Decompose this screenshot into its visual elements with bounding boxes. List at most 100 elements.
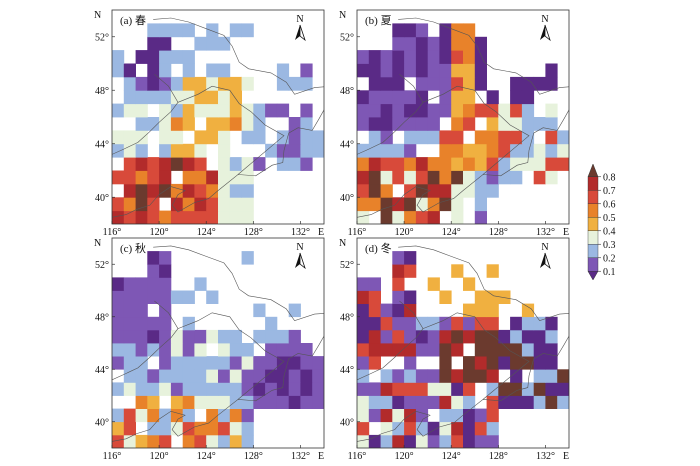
grid-cell: [218, 76, 231, 91]
grid-cell: [392, 36, 405, 51]
grid-cell: [368, 343, 381, 357]
grid-cell: [241, 434, 254, 448]
grid-cell: [439, 369, 452, 383]
grid-cell: [123, 130, 136, 145]
grid-cell: [218, 170, 231, 185]
grid-cell: [415, 369, 429, 383]
lon-tick-label: 120°: [150, 451, 169, 462]
grid-cell: [545, 329, 558, 344]
lon-tick-label: 128°: [244, 227, 263, 238]
grid-cell: [276, 343, 290, 357]
grid-cell: [159, 76, 172, 91]
grid-cell: [229, 329, 242, 344]
grid-cell: [463, 63, 476, 78]
grid-cell: [229, 382, 242, 396]
grid-cell: [112, 277, 125, 291]
grid-cell: [521, 143, 535, 158]
grid-cell: [300, 130, 313, 145]
grid-cell: [463, 143, 476, 158]
grid-cell: [392, 63, 405, 78]
grid-cell: [135, 130, 148, 145]
grid-cell: [415, 130, 429, 145]
grid-cell: [380, 143, 393, 158]
grid-cell: [357, 210, 370, 224]
grid-cell: [545, 170, 558, 185]
grid-cell: [463, 103, 476, 118]
grid-cell: [312, 130, 324, 145]
grid-cell: [415, 76, 429, 91]
grid-cell: [486, 303, 499, 318]
grid-cell: [170, 157, 184, 171]
colorbar-segment: [587, 217, 599, 231]
grid-cell: [380, 395, 393, 409]
grid-cell: [241, 130, 254, 145]
lat-tick-label: 40°: [95, 193, 109, 204]
grid-cell: [451, 23, 464, 38]
grid-cell: [123, 197, 136, 212]
grid-cell: [288, 343, 301, 357]
grid-cell: [415, 210, 429, 224]
grid-cell: [474, 408, 487, 423]
grid-cell: [404, 50, 417, 64]
grid-cell: [521, 130, 535, 145]
grid-cell: [182, 395, 195, 409]
grid-cell: [112, 130, 125, 145]
grid-cell: [380, 197, 393, 212]
grid-cell: [112, 329, 125, 344]
grid-cell: [368, 103, 381, 118]
colorbar-tick-label: 0.7: [603, 186, 616, 197]
grid-cell: [392, 197, 405, 212]
north-arrow-icon: [540, 25, 545, 40]
grid-cell: [276, 76, 290, 91]
grid-cell: [206, 103, 219, 118]
grid-cell: [427, 130, 440, 145]
grid-cell: [147, 36, 160, 51]
grid-cell: [241, 170, 254, 185]
grid-cell: [451, 103, 464, 118]
grid-cell: [159, 421, 172, 436]
colorbar-tick-label: 0.3: [603, 240, 616, 251]
lon-tick-label: 132°: [536, 451, 555, 462]
lon-tick-label: 116°: [103, 227, 122, 238]
grid-cell: [241, 103, 254, 118]
grid-cell: [112, 356, 125, 370]
colorbar-tick-label: 0.4: [603, 226, 616, 237]
north-axis-letter: N: [94, 10, 101, 21]
grid-cell: [510, 143, 523, 158]
grid-cell: [182, 421, 195, 436]
grid-cell: [427, 103, 440, 118]
grid-cell: [182, 50, 195, 64]
east-axis-letter: E: [318, 451, 324, 462]
grid-cell: [357, 277, 370, 291]
map-panels: 52° 48° 44° 40° 116° 120° 124° 128° 132° N E (a) 春 N…: [94, 9, 570, 462]
grid-cell: [218, 395, 231, 409]
grid-cell: [404, 356, 417, 370]
grid-cell: [545, 356, 558, 370]
grid-cell: [229, 408, 242, 423]
grid-cell: [392, 277, 405, 291]
grid-cell: [147, 63, 160, 78]
grid-cell: [253, 369, 266, 383]
grid-cell: [206, 421, 219, 436]
grid-cell: [135, 290, 148, 304]
grid-cell: [288, 143, 301, 158]
grid-cell: [486, 157, 499, 171]
grid-cell: [427, 343, 440, 357]
grid-cell: [159, 117, 172, 131]
grid-cell: [229, 103, 242, 118]
grid-cell: [182, 197, 195, 212]
grid-cell: [159, 382, 172, 396]
grid-cell: [182, 23, 195, 38]
grid-cell: [486, 395, 499, 409]
grid-cell: [521, 316, 535, 331]
grid-cell: [147, 117, 160, 131]
grid-cell: [194, 143, 207, 158]
grid-cell: [439, 130, 452, 145]
grid-cell: [463, 90, 476, 105]
grid-cell: [218, 369, 231, 383]
grid-cell: [368, 303, 381, 318]
grid-cell: [194, 382, 207, 396]
grid-cell: [276, 63, 290, 78]
grid-cell: [194, 395, 207, 409]
grid-cell: [427, 316, 440, 331]
